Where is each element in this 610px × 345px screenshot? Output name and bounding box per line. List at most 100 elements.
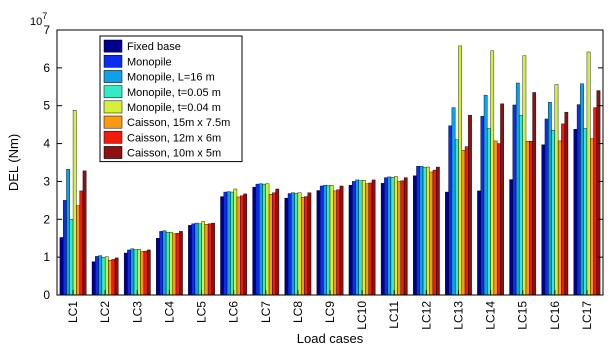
legend-swatch [103,130,123,144]
bar-lc13-series-5 [458,45,462,296]
bar-lc7-series-7 [272,192,276,296]
bar-lc12-series-6 [429,171,434,296]
bar-lc16-series-4 [551,130,556,296]
bar-lc8-series-7 [304,196,308,296]
bar-lc10-series-6 [365,183,369,296]
legend-label: Monopile [127,56,172,68]
bar-lc1-series-5 [72,110,77,296]
y-tick-label: 3 [43,174,50,188]
bar-lc13-series-4 [454,139,459,296]
bar-lc6-series-7 [240,195,244,296]
legend-swatch [103,54,123,68]
bar-lc3-series-2 [127,249,131,296]
y-tick-label: 2 [43,212,50,226]
bar-lc1-series-4 [69,219,74,296]
bar-lc9-series-8 [339,185,344,296]
bar-lc2-series-1 [91,261,96,296]
bar-lc15-series-1 [509,179,514,296]
bar-lc2-series-4 [101,256,106,296]
bar-lc2-series-3 [98,255,103,296]
legend-box [99,35,243,163]
bar-lc11-series-4 [390,177,395,296]
bar-lc8-series-4 [294,192,299,296]
bar-lc2-series-7 [111,259,116,296]
bar-lc17-series-2 [576,104,581,296]
bar-lc13-series-7 [464,146,469,296]
bar-lc16-series-5 [554,84,559,296]
bar-lc11-series-3 [387,176,392,296]
bar-lc9-series-5 [329,185,334,296]
legend-swatch [103,85,123,99]
bar-lc12-series-4 [422,167,427,296]
bar-lc13-series-1 [445,191,449,296]
bar-lc12-series-8 [436,166,440,296]
bar-lc5-series-7 [207,223,212,296]
legend-label: Caisson, 12m x 6m [127,132,221,144]
bar-lc7-series-1 [252,186,257,296]
legend-label: Caisson, 15m x 7.5m [127,117,230,129]
bar-lc17-series-1 [573,128,578,296]
bar-lc5-series-2 [191,223,196,296]
bar-lc16-series-2 [544,118,549,296]
bar-lc8-series-6 [300,197,305,296]
bar-lc4-series-1 [156,238,160,296]
bar-lc5-series-8 [211,222,215,296]
x-tick-label: LC8 [291,301,305,323]
legend-swatch [103,100,123,114]
bar-lc3-series-1 [123,252,128,296]
bar-lc7-series-4 [262,183,266,296]
bar-lc6-series-5 [233,188,238,296]
x-tick-label: LC13 [451,301,465,330]
bar-lc11-series-2 [384,177,388,296]
bar-lc16-series-8 [564,111,569,296]
bar-lc5-series-4 [198,223,202,296]
bar-lc10-series-8 [371,179,376,296]
bar-lc15-series-7 [529,141,533,296]
x-tick-label: LC15 [516,301,530,330]
y-tick-label: 5 [43,99,50,113]
bar-lc10-series-1 [348,185,353,296]
bar-lc16-series-1 [541,144,546,296]
bar-lc4-series-6 [172,233,177,296]
bar-lc6-series-4 [230,191,234,296]
bar-lc1-series-2 [62,200,67,296]
y-exponent-base: 10 [30,16,42,28]
axis-ticks: 0 1 2 3 4 5 6 7 LC1 LC2 LC3 LC4 LC5 LC6 LC7 LC8 LC9 LC10 L… [43,23,603,330]
x-tick-label: LC2 [98,301,112,323]
bar-lc14-series-5 [490,50,495,296]
bar-lc17-series-3 [580,83,584,296]
bar-lc7-series-3 [258,183,263,296]
bar-lc2-series-5 [104,256,109,296]
legend-swatch [103,70,123,83]
bar-lc6-series-1 [220,196,224,296]
x-tick-label: LC12 [419,301,433,330]
bar-lc10-series-2 [352,181,356,296]
bar-lc1-series-6 [76,205,80,296]
bar-lc9-series-3 [323,185,327,296]
bar-lc3-series-7 [143,250,148,296]
bar-lc8-series-8 [307,192,312,296]
legend-label: Monopile, t=0.05 m [127,87,221,99]
bar-lc11-series-6 [397,181,402,296]
x-tick-label: LC14 [484,301,498,330]
legend-swatch [103,39,123,53]
bar-lc11-series-1 [380,183,385,296]
legend: Fixed base Monopile Monopile, L=16 m Monopi… [99,35,243,163]
bar-lc2-series-8 [114,257,119,296]
x-tick-label: LC11 [387,301,401,329]
bar-lc11-series-7 [400,180,405,296]
bar-lc5-series-5 [201,221,206,296]
bar-lc5-series-6 [204,224,209,296]
x-tick-label: LC7 [259,301,273,323]
legend-label: Caisson, 10m x 5m [127,148,221,160]
bar-lc14-series-3 [483,94,488,296]
bar-lc15-series-2 [512,104,517,296]
x-tick-label: LC1 [66,301,80,323]
legend-swatch [103,115,123,129]
bar-lc1-series-1 [59,237,64,296]
bar-lc5-series-1 [188,225,192,296]
bar-lc17-series-5 [586,51,591,296]
bar-lc11-series-8 [403,177,408,296]
x-tick-label: LC16 [548,301,562,330]
bar-lc7-series-5 [265,183,270,296]
